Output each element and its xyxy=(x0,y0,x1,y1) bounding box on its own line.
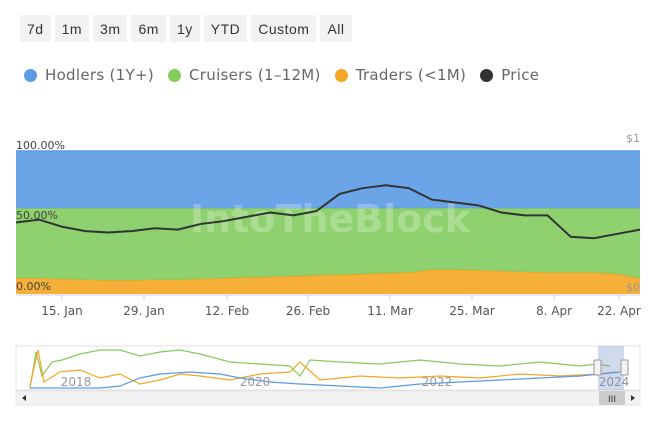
x-tick-label: 12. Feb xyxy=(205,304,249,318)
range-button-1y[interactable]: 1y xyxy=(169,15,200,42)
x-tick-label: 25. Mar xyxy=(449,304,495,318)
legend-label: Traders (<1M) xyxy=(355,66,467,84)
y-right-tick-label: $1 xyxy=(626,132,640,145)
legend-item[interactable]: Traders (<1M) xyxy=(334,66,467,84)
legend-dot-icon xyxy=(168,68,182,82)
x-tick-label: 29. Jan xyxy=(123,304,164,318)
y-tick-label: 50.00% xyxy=(16,209,58,222)
navigator-selection xyxy=(598,346,624,390)
scrollbar-grip: III xyxy=(608,395,616,405)
legend-label: Hodlers (1Y+) xyxy=(45,66,155,84)
navigator-year-label: 2020 xyxy=(240,375,271,389)
legend-dot-icon xyxy=(480,68,494,82)
area-cruisers xyxy=(16,208,640,281)
area-edge-traders xyxy=(16,268,641,282)
legend-dot-icon xyxy=(24,68,37,82)
navigator-traders-line xyxy=(29,349,617,387)
navigator-year-label: 2022 xyxy=(422,375,453,389)
legend-label: Price xyxy=(501,66,540,84)
range-button-ytd[interactable]: YTD xyxy=(203,15,248,42)
x-tick-label: 11. Mar xyxy=(367,304,413,318)
x-tick-label: 8. Apr xyxy=(536,304,572,318)
scrollbar-thumb[interactable] xyxy=(599,391,625,405)
scroll-left-icon[interactable] xyxy=(22,395,26,401)
range-button-7d[interactable]: 7d xyxy=(20,15,51,42)
navigator-year-label: 2024 xyxy=(599,375,630,389)
navigator-cruisers-line xyxy=(29,349,611,389)
range-button-custom[interactable]: Custom xyxy=(251,15,317,42)
legend-dot-icon xyxy=(334,68,348,82)
range-button-6m[interactable]: 6m xyxy=(131,15,166,42)
y-right-tick-label: $0 xyxy=(626,281,640,294)
navigator-hodlers-line xyxy=(30,371,621,389)
legend-item[interactable]: Cruisers (1–12M) xyxy=(168,66,321,84)
x-tick-label: 26. Feb xyxy=(286,304,330,318)
x-tick-label: 22. Apr xyxy=(597,304,641,318)
navigator-handle-right[interactable] xyxy=(620,359,629,376)
x-tick-label: 15. Jan xyxy=(41,304,82,318)
legend: Hodlers (1Y+) Cruisers (1–12M) Traders (<1… xyxy=(24,66,539,84)
legend-label: Cruisers (1–12M) xyxy=(189,66,321,84)
navigator-handle-left[interactable] xyxy=(593,359,602,376)
area-hodlers xyxy=(16,151,640,209)
navigator-year-label: 2018 xyxy=(61,375,92,389)
scrollbar-track xyxy=(15,390,641,406)
y-tick-label: 0.00% xyxy=(16,280,51,293)
range-button-all[interactable]: All xyxy=(320,15,352,42)
navigator-panel xyxy=(15,345,641,391)
price-line xyxy=(15,184,641,240)
legend-item[interactable]: Hodlers (1Y+) xyxy=(24,66,154,84)
legend-item[interactable]: Price xyxy=(480,66,539,84)
range-selector: 7d 1m 3m 6m 1y YTD Custom All xyxy=(20,15,352,42)
scroll-right-icon[interactable] xyxy=(631,395,635,401)
area-traders xyxy=(16,269,640,294)
watermark: IntoTheBlock xyxy=(190,197,471,241)
range-button-1m[interactable]: 1m xyxy=(54,15,90,42)
range-button-3m[interactable]: 3m xyxy=(93,15,128,42)
y-tick-label: 100.00% xyxy=(16,139,65,152)
